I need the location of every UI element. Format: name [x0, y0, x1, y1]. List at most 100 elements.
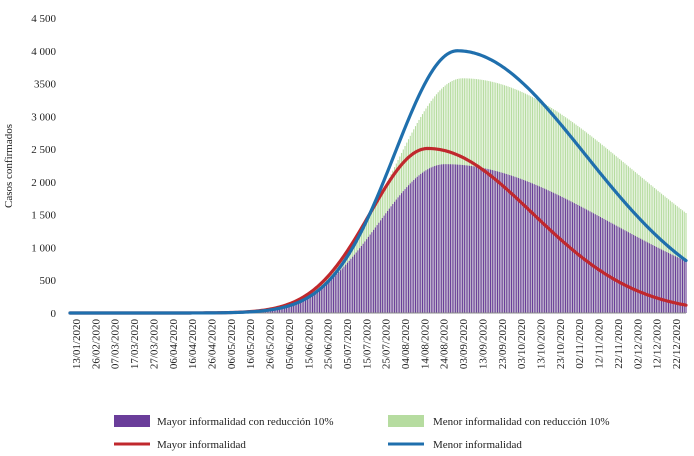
- bar: [537, 185, 539, 313]
- bar: [661, 249, 663, 313]
- bar: [339, 270, 342, 313]
- bar: [620, 228, 622, 313]
- bar: [329, 280, 331, 313]
- x-tick-label: 16/04/2020: [187, 319, 199, 370]
- bar: [421, 172, 424, 313]
- bar: [641, 239, 643, 313]
- bar: [427, 169, 429, 313]
- bar: [442, 164, 444, 313]
- x-tick-label: 03/10/2020: [516, 319, 528, 370]
- x-tick-label: 15/07/2020: [361, 319, 373, 370]
- bar: [474, 166, 476, 313]
- x-tick-label: 26/02/2020: [90, 319, 102, 370]
- x-tick-label: 13/01/2020: [71, 319, 83, 370]
- bar: [488, 169, 490, 313]
- bar: [559, 196, 561, 313]
- x-tick-label: 22/12/2020: [671, 319, 683, 370]
- bar: [355, 252, 357, 313]
- bar: [573, 203, 575, 313]
- bar: [371, 232, 373, 313]
- bar: [613, 224, 615, 313]
- bar: [669, 253, 671, 313]
- bar: [603, 218, 605, 313]
- legend: Mayor informalidad con reducción 10% Men…: [114, 415, 610, 451]
- bar: [638, 237, 640, 313]
- legend-label-menor: Menor informalidad: [433, 439, 522, 451]
- x-tick-label: 04/08/2020: [400, 319, 412, 370]
- bar: [643, 240, 645, 313]
- legend-label-mayor: Mayor informalidad: [157, 439, 246, 451]
- bar: [325, 282, 328, 313]
- bar: [374, 227, 376, 313]
- x-tick-label: 25/06/2020: [323, 319, 335, 370]
- bar: [285, 304, 287, 313]
- x-tick-label: 06/04/2020: [168, 319, 180, 370]
- bar: [456, 164, 458, 313]
- x-axis-ticks: 13/01/2020 26/02/2020 07/03/2020 17/03/2020…: [71, 319, 683, 370]
- x-tick-label: 23/09/2020: [497, 319, 509, 370]
- bar: [523, 179, 525, 313]
- bar: [432, 166, 434, 313]
- line-menor-informalidad: [68, 49, 688, 315]
- y-tick-label: 2 500: [31, 144, 56, 156]
- bar: [666, 252, 668, 313]
- bar: [343, 266, 345, 313]
- bar: [599, 217, 602, 313]
- x-tick-label: 13/09/2020: [477, 319, 489, 370]
- bar: [341, 268, 343, 313]
- bar: [580, 206, 582, 313]
- bar: [476, 166, 478, 313]
- bar: [465, 165, 467, 313]
- x-tick-label: 23/10/2020: [555, 319, 567, 370]
- x-tick-label: 12/11/2020: [594, 319, 606, 369]
- bar: [531, 183, 533, 313]
- bar: [683, 260, 685, 313]
- bar: [292, 302, 294, 313]
- series-lines: [68, 49, 688, 315]
- bar: [533, 184, 535, 313]
- bar: [591, 212, 593, 313]
- bar: [556, 194, 558, 313]
- bar: [645, 241, 647, 313]
- bar: [305, 296, 307, 313]
- x-tick-label: 17/03/2020: [129, 319, 141, 370]
- bar: [394, 201, 396, 313]
- legend-label-menor-reduccion: Menor informalidad con reducción 10%: [433, 416, 610, 428]
- bar: [406, 187, 408, 313]
- bar: [502, 172, 504, 313]
- bar: [423, 171, 425, 313]
- bar: [490, 169, 492, 313]
- legend-swatch-mayor-reduccion: [114, 415, 150, 427]
- y-tick-label: 1 000: [31, 242, 56, 254]
- bar: [512, 176, 514, 313]
- bar: [332, 276, 335, 313]
- bar: [530, 182, 532, 313]
- x-tick-label: 07/03/2020: [110, 319, 122, 370]
- bar: [312, 292, 314, 313]
- bar: [495, 170, 497, 313]
- bar: [517, 178, 520, 313]
- bar: [399, 195, 401, 313]
- bar: [481, 167, 483, 313]
- bar: [411, 181, 413, 313]
- bar: [627, 232, 629, 313]
- bar: [350, 258, 352, 313]
- bar: [430, 167, 432, 313]
- y-tick-label: 2 000: [31, 177, 56, 189]
- bar: [680, 258, 682, 313]
- bar: [353, 254, 355, 313]
- bar: [664, 251, 666, 313]
- bar: [310, 293, 312, 313]
- bar: [404, 189, 406, 313]
- x-tick-label: 22/11/2020: [613, 319, 625, 369]
- bar: [552, 192, 554, 313]
- y-axis-label: Casos confirmados: [3, 124, 15, 208]
- bar: [615, 225, 617, 313]
- bar: [634, 235, 636, 313]
- bar: [387, 210, 389, 313]
- bar: [407, 185, 410, 313]
- y-axis-label-group: Casos confirmados: [3, 124, 15, 208]
- bar: [320, 287, 322, 313]
- x-tick-label: 13/10/2020: [536, 319, 548, 370]
